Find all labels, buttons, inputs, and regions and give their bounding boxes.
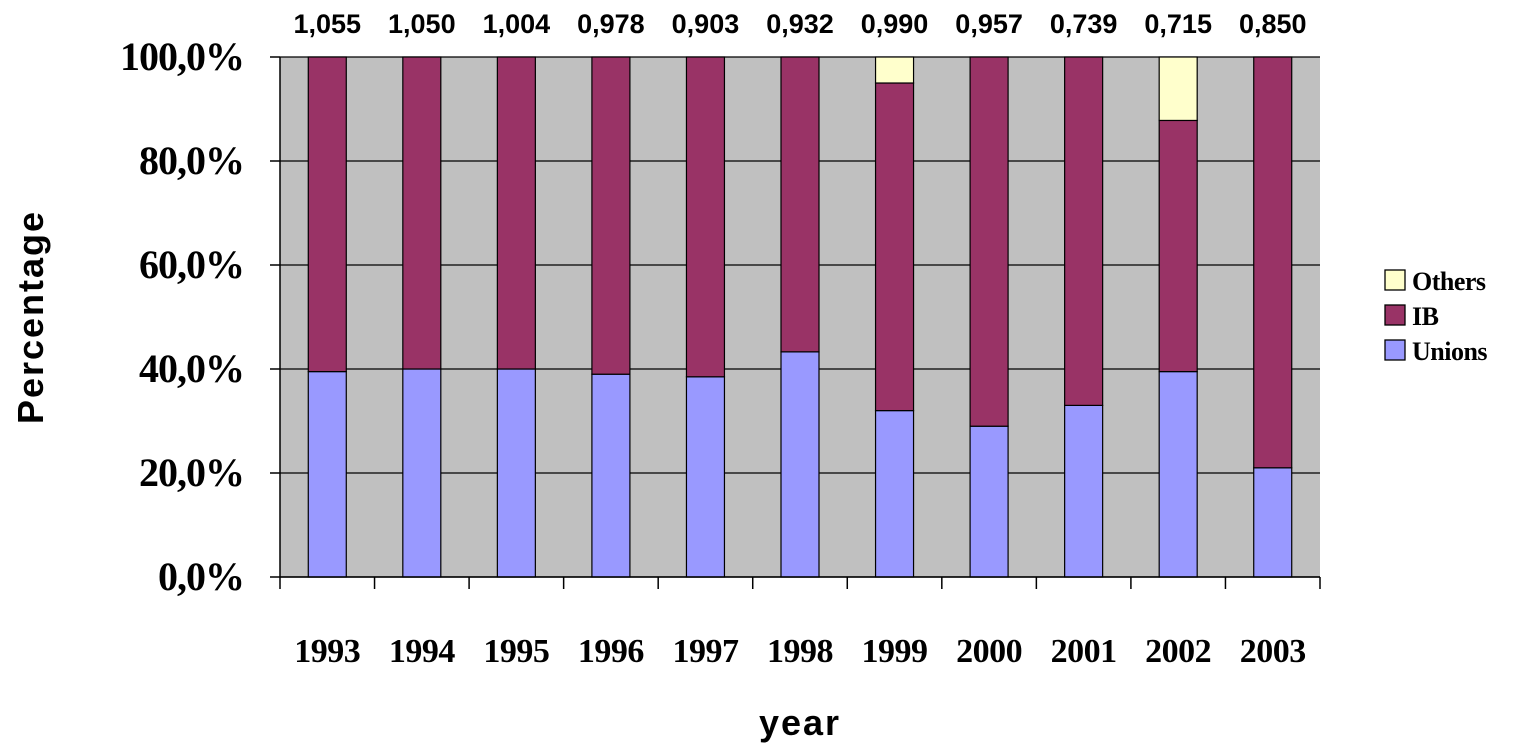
bar-segment-ib-1993 bbox=[307, 56, 347, 373]
bar-segment-ib-1998 bbox=[780, 56, 820, 353]
legend: Others IB Unions bbox=[1384, 267, 1488, 366]
top-value-label: 1,050 bbox=[388, 9, 456, 39]
bar-segment-ib-1999 bbox=[874, 82, 915, 412]
top-value-label: 0,978 bbox=[577, 9, 645, 39]
x-tick-label: 1997 bbox=[672, 633, 739, 670]
x-tick-label: 1999 bbox=[862, 633, 928, 670]
top-value-label: 1,004 bbox=[483, 9, 551, 39]
legend-label-others: Others bbox=[1412, 267, 1486, 296]
bar-segment-unions-2001 bbox=[1064, 404, 1104, 578]
top-value-label: 0,739 bbox=[1050, 9, 1118, 39]
bar-segment-others-2002 bbox=[1158, 56, 1198, 122]
legend-label-unions: Unions bbox=[1412, 337, 1487, 366]
bar-segment-unions-1995 bbox=[496, 368, 536, 578]
bar-segment-ib-1994 bbox=[402, 56, 442, 370]
bar-segment-unions-1994 bbox=[402, 368, 442, 578]
legend-swatch-others bbox=[1384, 269, 1406, 291]
legend-swatch-ib bbox=[1384, 304, 1406, 326]
x-tick-label: 2002 bbox=[1145, 633, 1211, 670]
bar-segment-ib-1996 bbox=[591, 56, 631, 375]
bar-segment-unions-1996 bbox=[591, 373, 631, 578]
y-tick-label: 20,0% bbox=[139, 450, 244, 495]
top-value-label: 0,715 bbox=[1144, 9, 1212, 39]
y-tick-label: 40,0% bbox=[139, 346, 244, 391]
x-tick-label: 1995 bbox=[483, 633, 549, 670]
x-tick-label: 1998 bbox=[767, 633, 833, 670]
y-tick-label: 100,0% bbox=[120, 34, 244, 79]
bar-segment-others-1999 bbox=[874, 56, 915, 84]
bar-segment-unions-1998 bbox=[780, 351, 820, 578]
bar-segment-unions-1997 bbox=[685, 376, 726, 578]
bar-segment-ib-2000 bbox=[969, 56, 1009, 427]
top-value-label: 0,990 bbox=[861, 9, 929, 39]
bar-segment-ib-2001 bbox=[1064, 56, 1104, 406]
bar-segment-ib-1997 bbox=[685, 56, 726, 378]
x-axis-title: year bbox=[759, 702, 841, 743]
bar-segment-unions-2000 bbox=[969, 425, 1009, 578]
x-tick-label: 2000 bbox=[956, 633, 1022, 670]
x-tick-label: 2001 bbox=[1051, 633, 1117, 670]
bar-segment-ib-2003 bbox=[1253, 56, 1293, 469]
x-tick-label: 1993 bbox=[294, 633, 360, 670]
tick-labels: 0,0% 20,0% 40,0% 60,0% 80,0% 100,0% 1993 1994 19… bbox=[120, 34, 1306, 670]
top-value-label: 1,055 bbox=[293, 9, 361, 39]
x-tick-label: 1994 bbox=[389, 633, 456, 670]
top-value-label: 0,957 bbox=[955, 9, 1023, 39]
bar-segment-ib-1995 bbox=[496, 56, 536, 370]
bars bbox=[307, 56, 1293, 578]
bar-segment-unions-2002 bbox=[1158, 371, 1198, 578]
y-axis-title: Percentage bbox=[10, 210, 51, 424]
y-tick-label: 60,0% bbox=[139, 242, 244, 287]
axes bbox=[270, 56, 1321, 589]
legend-swatch-unions bbox=[1384, 339, 1406, 361]
y-tick-label: 80,0% bbox=[139, 138, 244, 183]
bar-segment-unions-1993 bbox=[307, 371, 347, 578]
top-value-label: 0,932 bbox=[766, 9, 834, 39]
bar-segment-unions-1999 bbox=[874, 410, 915, 578]
legend-label-ib: IB bbox=[1412, 302, 1439, 331]
top-labels: 1,055 1,050 1,004 0,978 0,903 0,932 0,990 0,957… bbox=[293, 9, 1306, 39]
y-tick-label: 0,0% bbox=[158, 554, 244, 599]
x-tick-label: 2003 bbox=[1240, 633, 1306, 670]
top-value-label: 0,903 bbox=[672, 9, 740, 39]
top-value-label: 0,850 bbox=[1239, 9, 1307, 39]
x-tick-label: 1996 bbox=[578, 633, 644, 670]
bar-segment-unions-2003 bbox=[1253, 467, 1293, 578]
bar-segment-ib-2002 bbox=[1158, 119, 1198, 373]
